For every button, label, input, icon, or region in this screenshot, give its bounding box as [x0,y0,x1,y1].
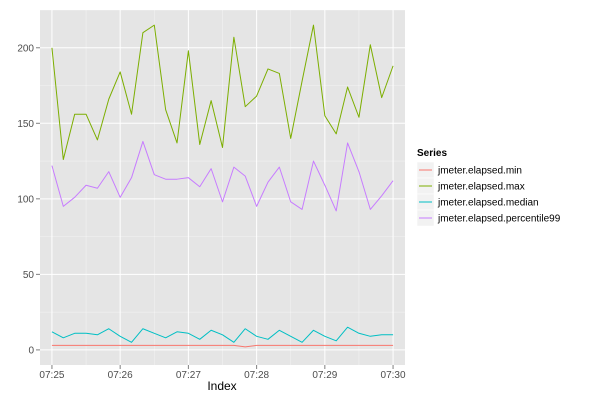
legend-title: Series [417,148,447,159]
series-lines [51,24,394,348]
x-axis: 07:25 07:26 07:27 07:28 07:29 07:30 [39,365,406,381]
y-axis: 0 50 100 150 200 [17,43,40,356]
legend: Series jmeter.elapsed.min jmeter.elapsed.… [416,148,561,227]
y-tick-label: 50 [23,270,35,281]
series-line-jmeter-elapsed-median [51,326,394,343]
y-tick-label: 150 [17,119,34,130]
x-tick-label: 07:28 [244,370,269,381]
grid [40,9,405,365]
legend-label: jmeter.elapsed.max [437,182,525,193]
y-tick-label: 100 [17,194,34,205]
x-tick-label: 07:30 [381,370,406,381]
x-axis-title: Index [207,379,236,393]
x-tick-label: 07:26 [108,370,133,381]
series-line-jmeter-elapsed-max [51,24,394,161]
x-tick-label: 07:29 [312,370,337,381]
x-tick-label: 07:25 [39,370,64,381]
series-line-jmeter-elapsed-percentile99 [51,140,394,212]
y-tick-label: 0 [28,345,34,356]
series-line-jmeter-elapsed-min [51,344,394,348]
x-tick-label: 07:27 [176,370,201,381]
legend-label: jmeter.elapsed.median [437,198,539,209]
legend-label: jmeter.elapsed.min [437,166,522,177]
legend-label: jmeter.elapsed.percentile99 [437,214,561,225]
y-tick-label: 200 [17,43,34,54]
